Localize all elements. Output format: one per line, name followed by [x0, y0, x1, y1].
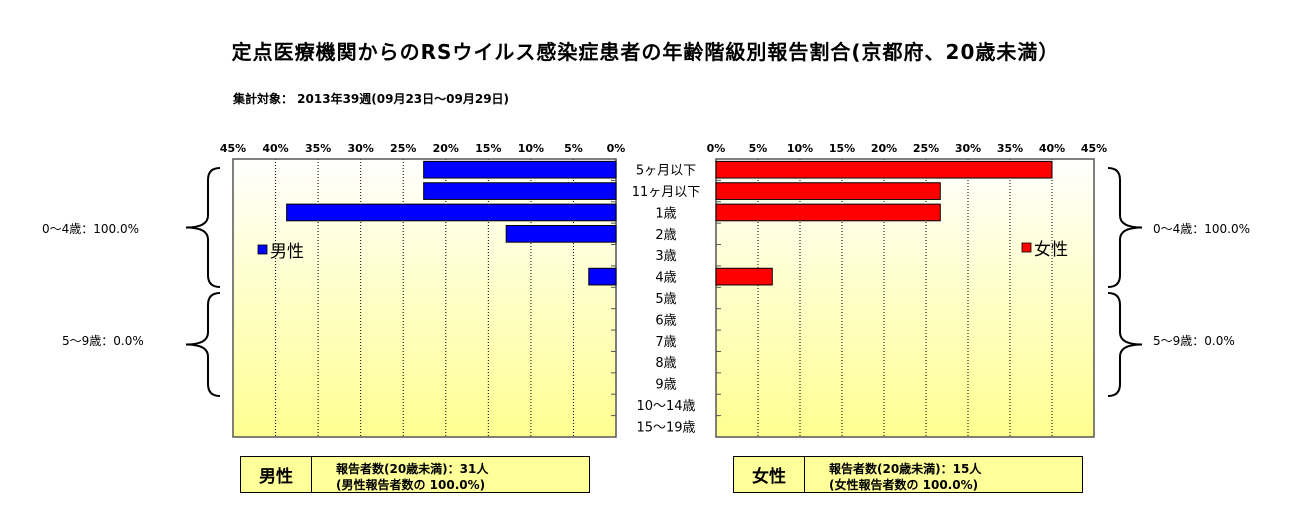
male-axis-tick-label: 0% — [607, 142, 626, 155]
female-plot-area — [716, 159, 1094, 437]
right-brace-5-9 — [1107, 292, 1143, 397]
female-report-percent: (女性報告者数の 100.0%) — [829, 478, 979, 492]
male-legend-swatch — [257, 244, 268, 255]
category-label: 1歳 — [655, 206, 676, 221]
female-legend-label: 女性 — [1034, 240, 1068, 260]
category-label: 9歳 — [655, 378, 676, 393]
male-bar — [423, 160, 617, 179]
female-axis-tick-label: 30% — [955, 142, 981, 155]
right-group-label-5-9: 5～9歳：0.0% — [1153, 334, 1235, 348]
male-plot-frame — [232, 158, 617, 438]
male-axis-tick-label: 25% — [390, 142, 416, 155]
left-group-label-5-9: 5～9歳：0.0% — [62, 334, 144, 348]
female-report-count: 報告者数(20歳未満)：15人 — [829, 462, 982, 476]
category-label: 3歳 — [655, 249, 676, 264]
male-bar — [423, 182, 617, 200]
female-axis-tick-label: 15% — [829, 142, 855, 155]
female-summary-box: 女性 報告者数(20歳未満)：15人 (女性報告者数の 100.0%) — [733, 456, 1083, 493]
female-axis-tick-label: 35% — [997, 142, 1023, 155]
right-group-label-0-4: 0～4歳：100.0% — [1153, 222, 1250, 236]
male-bar — [588, 267, 617, 286]
female-axis-tick-label: 10% — [787, 142, 813, 155]
male-axis-tick-label: 45% — [220, 142, 246, 155]
male-report-count: 報告者数(20歳未満)：31人 — [336, 462, 489, 476]
male-summary-box: 男性 報告者数(20歳未満)：31人 (男性報告者数の 100.0%) — [240, 456, 590, 493]
male-plot-area — [233, 159, 616, 437]
female-bar — [715, 182, 941, 200]
category-label: 8歳 — [655, 356, 676, 371]
male-report-percent: (男性報告者数の 100.0%) — [336, 478, 486, 492]
male-bar — [505, 225, 617, 243]
female-summary-label: 女性 — [734, 457, 805, 492]
female-bar — [715, 267, 773, 286]
category-label: 10～14歳 — [636, 399, 695, 414]
female-axis-tick-label: 20% — [871, 142, 897, 155]
category-label: 4歳 — [655, 271, 676, 286]
male-legend-label: 男性 — [270, 242, 304, 262]
female-axis-tick-label: 40% — [1039, 142, 1065, 155]
category-label: 15～19歳 — [636, 420, 695, 435]
male-axis-tick-label: 40% — [262, 142, 288, 155]
category-label: 5歳 — [655, 292, 676, 307]
female-bar — [715, 160, 1053, 179]
chart-title: 定点医療機関からのRSウイルス感染症患者の年齢階級別報告割合(京都府、20歳未満… — [231, 40, 1060, 64]
male-axis-tick-label: 10% — [518, 142, 544, 155]
female-plot-frame — [715, 158, 1095, 438]
female-legend-swatch — [1021, 242, 1032, 253]
left-brace-5-9 — [185, 292, 221, 397]
male-axis-tick-label: 15% — [475, 142, 501, 155]
right-brace-0-4 — [1107, 167, 1143, 288]
female-axis-tick-label: 45% — [1081, 142, 1107, 155]
male-bar — [286, 203, 617, 222]
male-axis-tick-label: 30% — [347, 142, 373, 155]
category-label: 6歳 — [655, 313, 676, 328]
male-summary-label: 男性 — [241, 457, 312, 492]
male-axis-tick-label: 20% — [433, 142, 459, 155]
category-label: 5ヶ月以下 — [636, 164, 696, 179]
category-label: 7歳 — [655, 335, 676, 350]
chart-subtitle: 集計対象： 2013年39週(09月23日～09月29日) — [233, 92, 510, 106]
left-brace-0-4 — [185, 167, 221, 288]
category-label: 2歳 — [655, 228, 676, 243]
left-group-label-0-4: 0～4歳：100.0% — [42, 222, 139, 236]
male-axis-tick-label: 35% — [305, 142, 331, 155]
female-axis-tick-label: 5% — [749, 142, 768, 155]
female-bar — [715, 203, 941, 222]
female-axis-tick-label: 0% — [707, 142, 726, 155]
female-axis-tick-label: 25% — [913, 142, 939, 155]
category-label: 11ヶ月以下 — [632, 185, 701, 200]
male-axis-tick-label: 5% — [564, 142, 583, 155]
